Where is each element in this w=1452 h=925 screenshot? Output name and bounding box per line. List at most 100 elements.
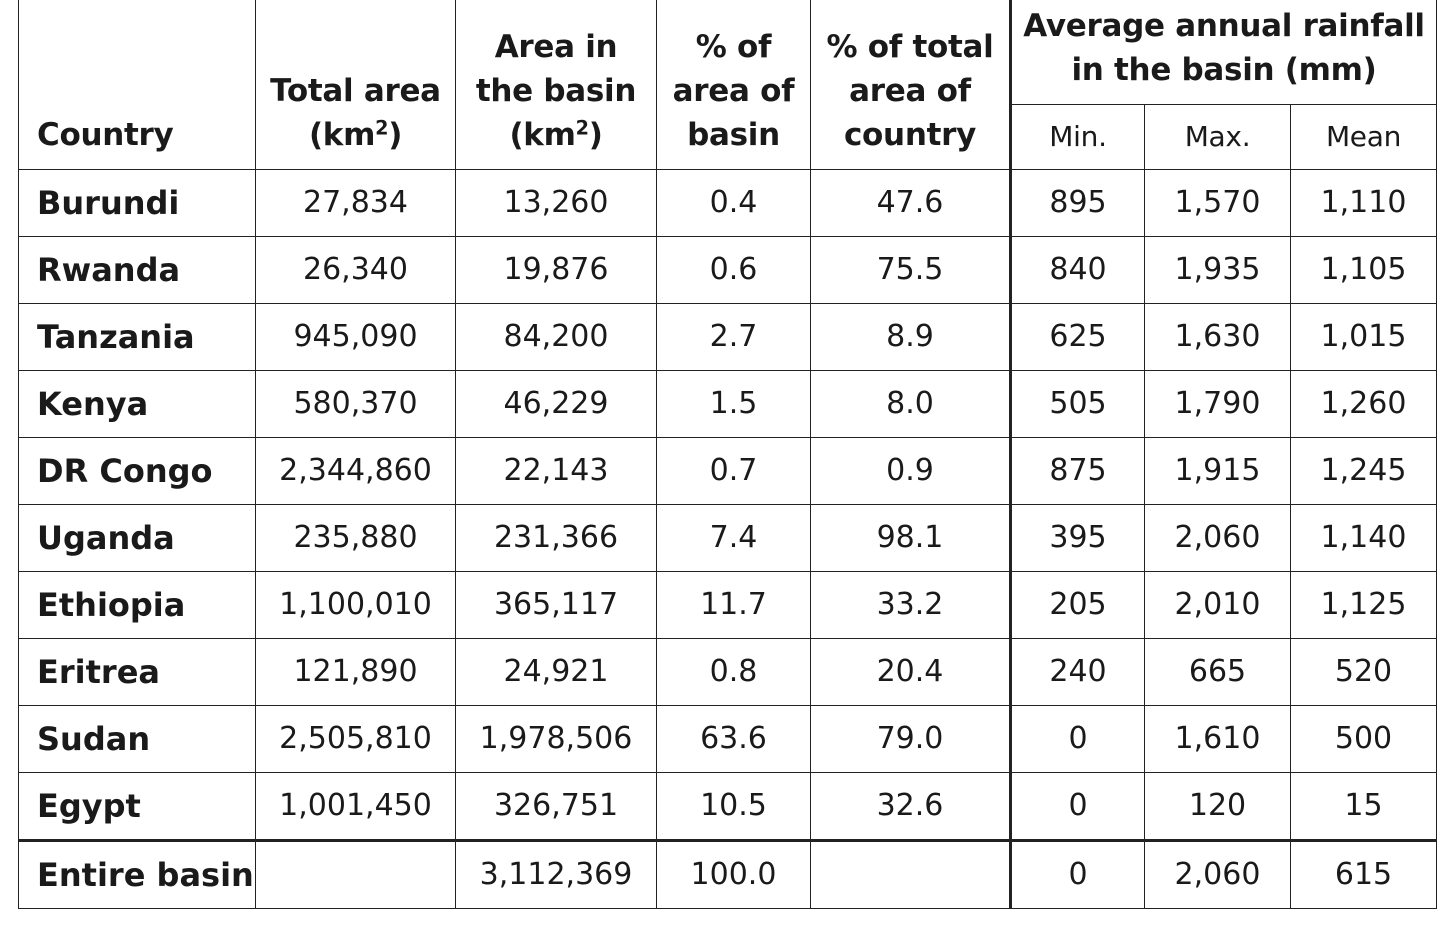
- cell-area-basin: 231,366: [455, 503, 657, 572]
- cell-max: 1,790: [1144, 369, 1291, 438]
- cell-area-basin: 22,143: [455, 436, 657, 505]
- cell-total-area: 121,890: [255, 637, 456, 706]
- cell-total-area: 27,834: [255, 168, 456, 237]
- cell-min: 625: [1009, 302, 1145, 371]
- cell-pct-country: 32.6: [810, 771, 1011, 841]
- cell-min: 0: [1009, 838, 1145, 909]
- cell-mean: 1,105: [1290, 235, 1437, 304]
- cell-pct-basin: 7.4: [656, 503, 811, 572]
- cell-total-area: [255, 838, 456, 909]
- cell-min: 240: [1009, 637, 1145, 706]
- cell-max: 1,610: [1144, 704, 1291, 773]
- cell-mean: 15: [1290, 771, 1437, 841]
- cell-mean: 1,245: [1290, 436, 1437, 505]
- cell-country: Tanzania: [18, 302, 256, 371]
- cell-max: 1,570: [1144, 168, 1291, 237]
- cell-mean: 1,260: [1290, 369, 1437, 438]
- cell-max: 1,935: [1144, 235, 1291, 304]
- cell-total-area: 2,505,810: [255, 704, 456, 773]
- cell-total-area: 26,340: [255, 235, 456, 304]
- table-row: Tanzania 945,090 84,200 2.7 8.9 625 1,630 1,015: [18, 302, 1437, 371]
- cell-mean: 1,125: [1290, 570, 1437, 639]
- cell-mean: 500: [1290, 704, 1437, 773]
- cell-pct-basin: 11.7: [656, 570, 811, 639]
- cell-pct-basin: 0.6: [656, 235, 811, 304]
- cell-country: Uganda: [18, 503, 256, 572]
- table-row: Kenya 580,370 46,229 1.5 8.0 505 1,790 1,260: [18, 369, 1437, 438]
- cell-pct-country: 0.9: [810, 436, 1011, 505]
- cell-pct-country: 47.6: [810, 168, 1011, 237]
- cell-mean: 520: [1290, 637, 1437, 706]
- cell-area-basin: 1,978,506: [455, 704, 657, 773]
- cell-country: Sudan: [18, 704, 256, 773]
- cell-mean: 1,110: [1290, 168, 1437, 237]
- cell-mean: 615: [1290, 838, 1437, 909]
- table-row: Sudan 2,505,810 1,978,506 63.6 79.0 0 1,610 500: [18, 704, 1437, 773]
- cell-total-area: 1,001,450: [255, 771, 456, 841]
- cell-country: Rwanda: [18, 235, 256, 304]
- cell-pct-basin: 0.7: [656, 436, 811, 505]
- nile-basin-table-container: Country Total area (km2) Area in the bas…: [18, 0, 1437, 909]
- cell-mean: 1,015: [1290, 302, 1437, 371]
- cell-area-basin: 365,117: [455, 570, 657, 639]
- cell-pct-basin: 1.5: [656, 369, 811, 438]
- cell-pct-basin: 10.5: [656, 771, 811, 841]
- cell-min: 0: [1009, 771, 1145, 841]
- cell-total-area: 580,370: [255, 369, 456, 438]
- cell-min: 895: [1009, 168, 1145, 237]
- cell-pct-basin: 0.4: [656, 168, 811, 237]
- cell-pct-basin: 63.6: [656, 704, 811, 773]
- header-country: Country: [18, 0, 256, 170]
- header-rainfall: Average annual rainfall in the basin (mm…: [1009, 0, 1437, 105]
- header-max: Max.: [1144, 103, 1291, 170]
- nile-basin-table: Country Total area (km2) Area in the bas…: [18, 0, 1437, 909]
- cell-area-basin: 13,260: [455, 168, 657, 237]
- cell-max: 2,060: [1144, 503, 1291, 572]
- cell-pct-basin: 2.7: [656, 302, 811, 371]
- cell-area-basin: 3,112,369: [455, 838, 657, 909]
- cell-pct-country: 75.5: [810, 235, 1011, 304]
- cell-max: 1,630: [1144, 302, 1291, 371]
- cell-pct-country: [810, 838, 1011, 909]
- cell-pct-country: 8.9: [810, 302, 1011, 371]
- cell-pct-country: 20.4: [810, 637, 1011, 706]
- header-pct-of-country: % of total area of country: [810, 0, 1011, 170]
- header-area-in-basin: Area in the basin (km2): [455, 0, 657, 170]
- table-row: DR Congo 2,344,860 22,143 0.7 0.9 875 1,915 1,2…: [18, 436, 1437, 505]
- table-row: Uganda 235,880 231,366 7.4 98.1 395 2,060 1,140: [18, 503, 1437, 572]
- cell-min: 505: [1009, 369, 1145, 438]
- cell-area-basin: 326,751: [455, 771, 657, 841]
- header-mean: Mean: [1290, 103, 1437, 170]
- cell-max: 2,060: [1144, 838, 1291, 909]
- cell-min: 875: [1009, 436, 1145, 505]
- cell-min: 205: [1009, 570, 1145, 639]
- cell-min: 0: [1009, 704, 1145, 773]
- cell-pct-basin: 100.0: [656, 838, 811, 909]
- cell-country: Eritrea: [18, 637, 256, 706]
- cell-area-basin: 24,921: [455, 637, 657, 706]
- cell-country: Egypt: [18, 771, 256, 841]
- cell-country: DR Congo: [18, 436, 256, 505]
- cell-total-area: 235,880: [255, 503, 456, 572]
- cell-country: Burundi: [18, 168, 256, 237]
- table-row: Burundi 27,834 13,260 0.4 47.6 895 1,570 1,110: [18, 168, 1437, 237]
- header-total-area: Total area (km2): [255, 0, 456, 170]
- cell-max: 2,010: [1144, 570, 1291, 639]
- cell-pct-country: 8.0: [810, 369, 1011, 438]
- cell-area-basin: 46,229: [455, 369, 657, 438]
- cell-area-basin: 84,200: [455, 302, 657, 371]
- cell-total-area: 1,100,010: [255, 570, 456, 639]
- cell-total-area: 945,090: [255, 302, 456, 371]
- cell-max: 665: [1144, 637, 1291, 706]
- cell-pct-country: 98.1: [810, 503, 1011, 572]
- table-row: Egypt 1,001,450 326,751 10.5 32.6 0 120 15: [18, 771, 1437, 841]
- table-row: Eritrea 121,890 24,921 0.8 20.4 240 665 520: [18, 637, 1437, 706]
- cell-min: 840: [1009, 235, 1145, 304]
- cell-max: 1,915: [1144, 436, 1291, 505]
- table-row: Rwanda 26,340 19,876 0.6 75.5 840 1,935 1,105: [18, 235, 1437, 304]
- cell-country: Kenya: [18, 369, 256, 438]
- table-body: Burundi 27,834 13,260 0.4 47.6 895 1,570 1,110 …: [18, 168, 1437, 909]
- cell-country: Ethiopia: [18, 570, 256, 639]
- table-row: Ethiopia 1,100,010 365,117 11.7 33.2 205 2,010…: [18, 570, 1437, 639]
- cell-pct-country: 33.2: [810, 570, 1011, 639]
